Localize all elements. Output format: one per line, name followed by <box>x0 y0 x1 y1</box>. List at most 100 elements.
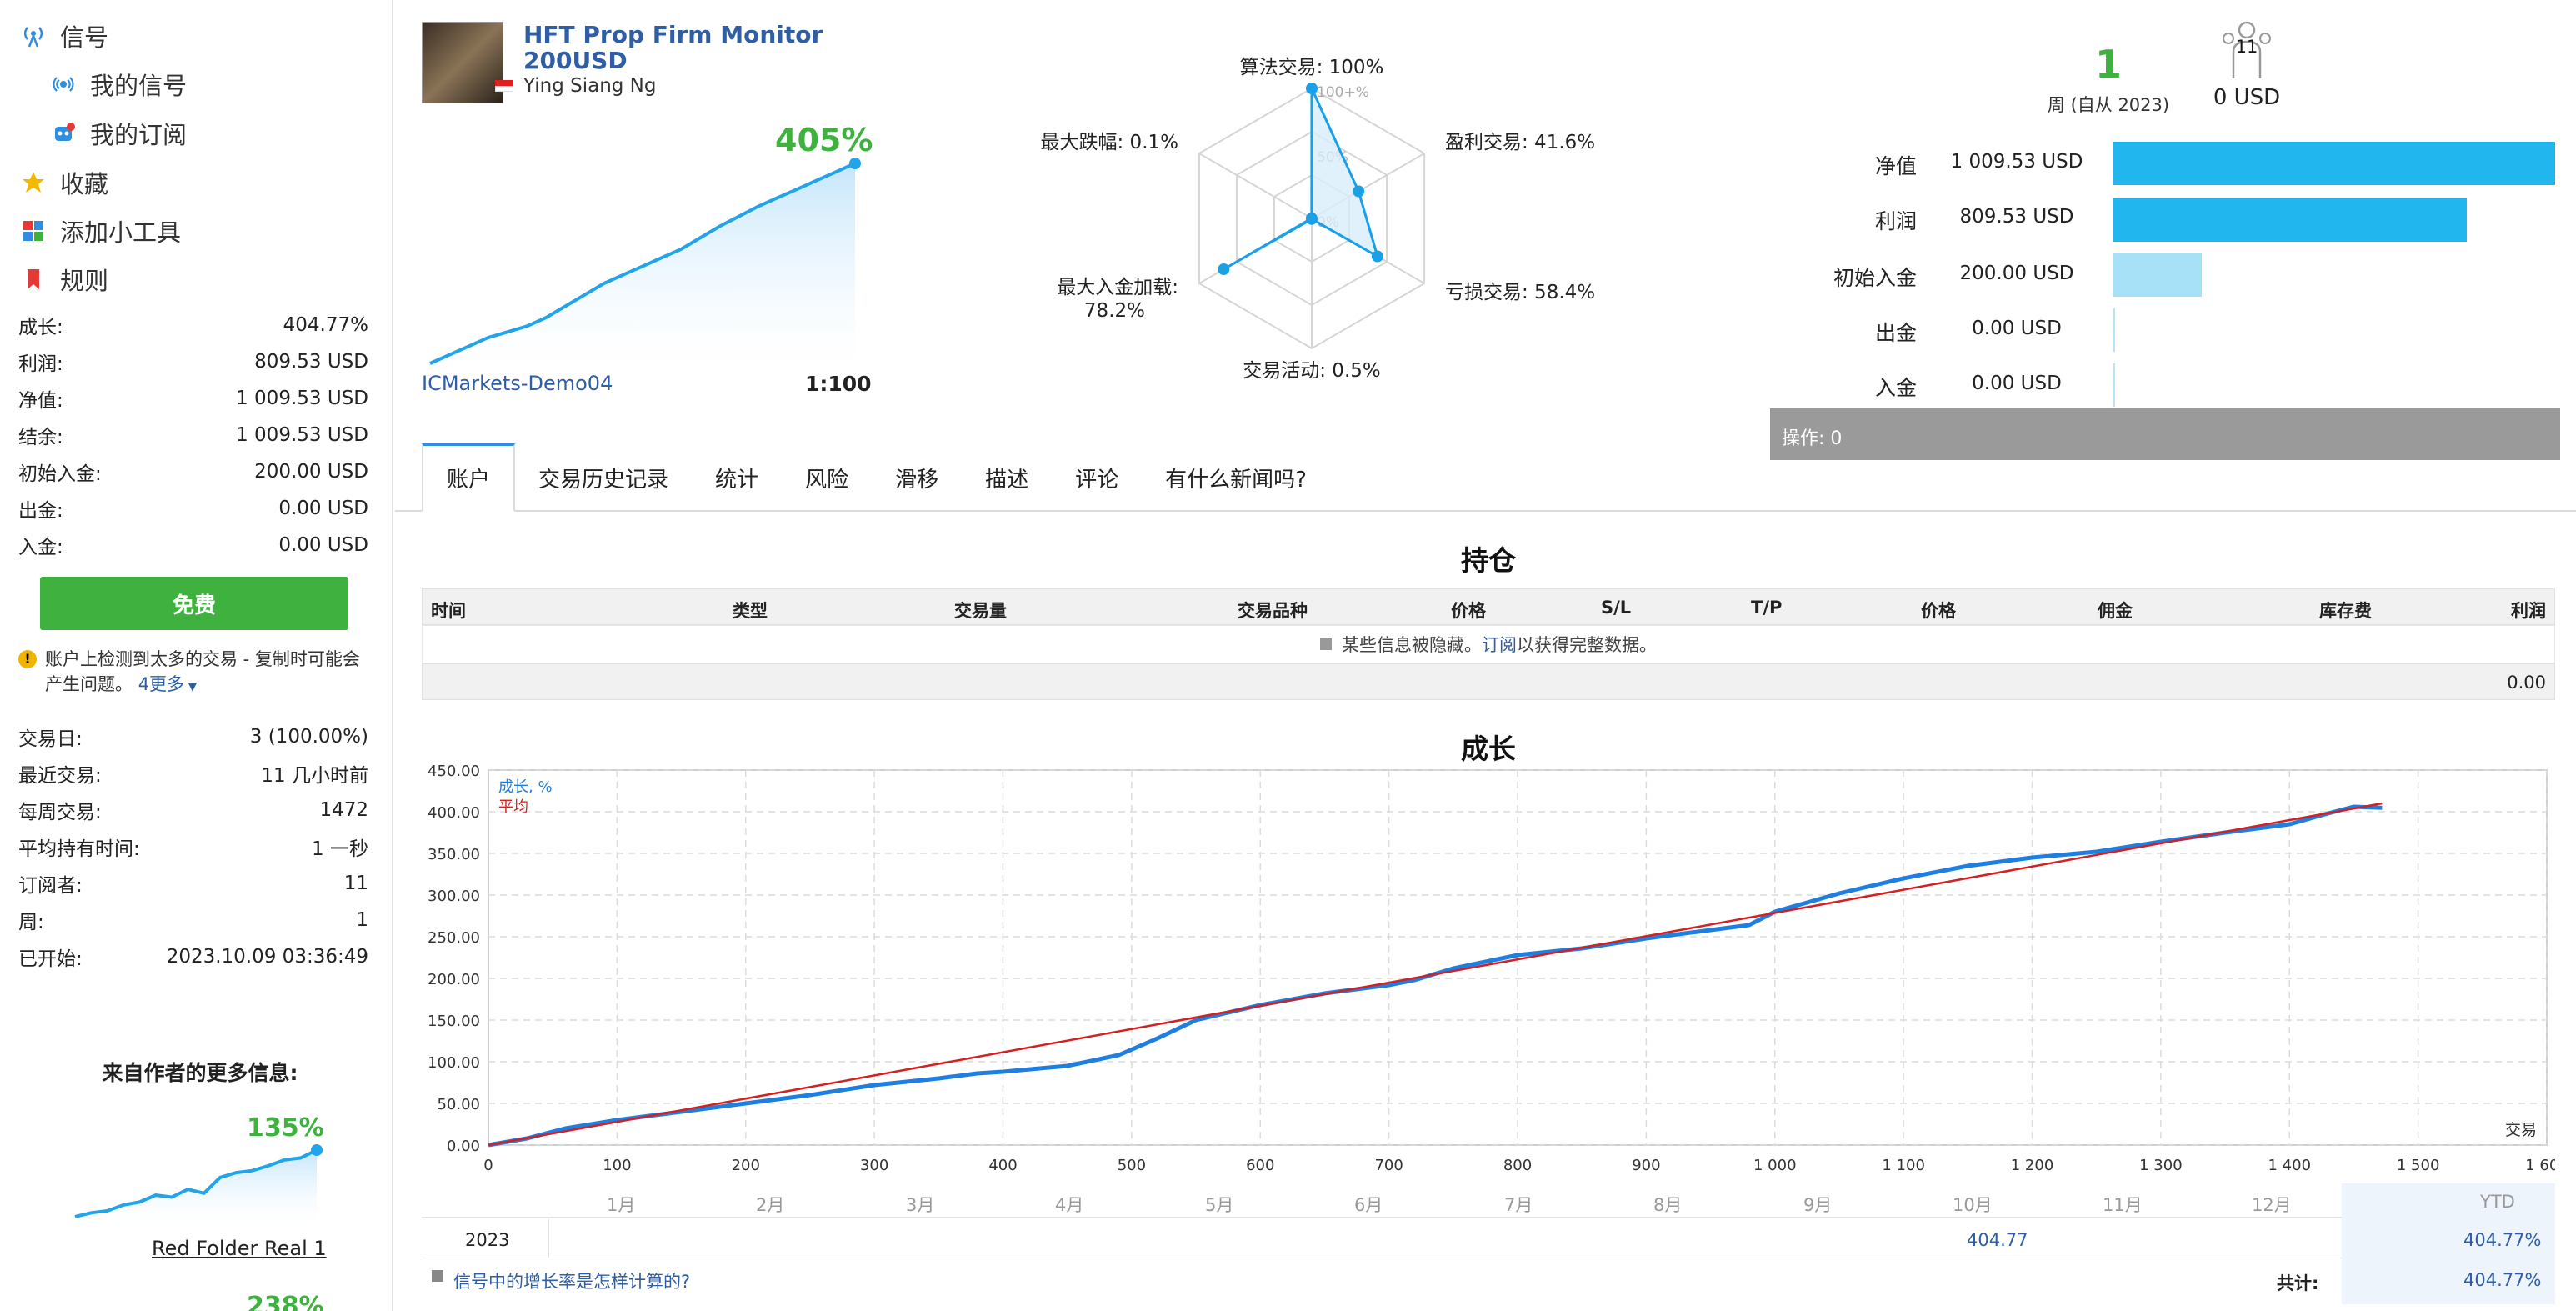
chevron-down-icon[interactable]: ▼ <box>184 680 198 693</box>
y-tick-label: 400.00 <box>428 804 480 822</box>
tab-reviews[interactable]: 评论 <box>1075 467 1119 493</box>
months-row: 1月 2月 3月 4月 5月 6月 7月 8月 9月 10月 11月 12月 <box>547 1183 2555 1218</box>
broker-server[interactable]: ICMarkets-Demo04 <box>422 372 613 395</box>
nav-signals-label: 信号 <box>60 23 109 52</box>
total-value: 404.77% <box>2463 1270 2542 1290</box>
nav-my-signals[interactable]: 我的信号 <box>48 63 187 105</box>
nav-my-subscriptions[interactable]: 我的订阅 <box>48 113 187 154</box>
bar-value-profit: 809.53 USD <box>1959 206 2074 228</box>
bar-value-equity: 1 009.53 USD <box>1950 151 2083 173</box>
other-signal-sparkline <box>74 1144 323 1225</box>
tab-bar: 账户 交易历史记录 统计 风险 滑移 描述 评论 有什么新闻吗? <box>422 443 1330 512</box>
radar-ring-label: 100+% <box>1317 84 1369 101</box>
stat-profit: 利润: 809.53 USD <box>18 351 368 375</box>
weeks-label: 周 (自从 2023) <box>2047 95 2170 115</box>
stat-deposits: 入金: 0.00 USD <box>18 534 368 558</box>
stat-growth: 成长: 404.77% <box>18 314 368 338</box>
col-price: 价格 <box>1451 601 1486 621</box>
stat-subscribers: 订阅者: 11 <box>18 873 368 897</box>
signal-avatar[interactable] <box>422 22 503 103</box>
col-volume: 交易量 <box>954 601 1007 621</box>
radar-axis <box>1198 153 1313 219</box>
stat-latest-trade: 最近交易: 11 几小时前 <box>18 765 368 787</box>
bar-initial-deposit <box>2113 253 2202 297</box>
stat-initial-deposit: 初始入金: 200.00 USD <box>18 461 368 485</box>
signal-author[interactable]: Ying Siang Ng <box>523 75 657 97</box>
signal-title[interactable]: HFT Prop Firm Monitor 200USD <box>523 21 823 74</box>
col-swap: 库存费 <box>2319 601 2372 621</box>
tab-slippage[interactable]: 滑移 <box>895 467 939 493</box>
col-type: 类型 <box>733 601 768 621</box>
radar-label: 交易活动: 0.5% <box>1243 360 1381 382</box>
y-tick-label: 0.00 <box>447 1138 480 1155</box>
warning-note: ! 账户上检测到太多的交易 - 复制时可能会产生问题。 4更多 ▼ <box>18 647 377 699</box>
subscription-robot-icon <box>48 118 78 148</box>
x-tick-label: 1 100 <box>1882 1157 1925 1174</box>
y-tick-label: 50.00 <box>437 1096 480 1113</box>
growth-faq-link[interactable]: 信号中的增长率是怎样计算的? <box>453 1272 691 1292</box>
bar-value-deposits: 0.00 USD <box>1972 373 2062 394</box>
warning-more-link[interactable]: 4更多 <box>138 674 185 694</box>
x-tick-label: 600 <box>1246 1157 1274 1174</box>
year-2023: 2023 <box>465 1230 510 1250</box>
month-label: 11月 <box>2103 1195 2143 1215</box>
stat-withdrawals: 出金: 0.00 USD <box>18 498 368 522</box>
x-tick-label: 0 <box>483 1157 493 1174</box>
legend-entry: 平均 <box>498 798 528 816</box>
subscribe-link[interactable]: 订阅 <box>1482 635 1517 655</box>
ytd-value: 404.77% <box>2463 1230 2542 1250</box>
col-tp: T/P <box>1751 598 1783 618</box>
month-label: 9月 <box>1803 1195 1833 1215</box>
nav-my-subscriptions-label: 我的订阅 <box>90 121 188 149</box>
bar-withdrawals <box>2113 308 2115 352</box>
subscribers-icon: 11 <box>2217 18 2277 82</box>
nav-signals[interactable]: 信号 <box>18 15 108 57</box>
hidden-msg-text-end: 以获得完整数据。 <box>1517 635 1657 655</box>
widget-blocks-icon <box>18 216 48 246</box>
nav-favorites[interactable]: 收藏 <box>18 162 108 203</box>
free-subscribe-button[interactable]: 免费 <box>40 577 348 630</box>
bar-label-initial-deposit: 初始入金 <box>1833 266 1917 290</box>
tab-account[interactable]: 账户 <box>422 443 516 512</box>
other-signal-link[interactable]: Red Folder Real 1 <box>152 1237 327 1260</box>
signal-antenna-icon <box>18 21 48 51</box>
x-tick-label: 1 600 <box>2525 1157 2555 1174</box>
warning-text: 账户上检测到太多的交易 - 复制时可能会产生问题。 <box>45 649 360 694</box>
tab-risks[interactable]: 风险 <box>805 467 849 493</box>
x-tick-label: 200 <box>732 1157 760 1174</box>
col-commission: 佣金 <box>2098 601 2133 621</box>
positions-total: 0.00 <box>2507 673 2546 693</box>
month-label: 12月 <box>2252 1195 2292 1215</box>
month-label: 10月 <box>1953 1195 1993 1215</box>
x-axis-label: 交易 <box>2505 1121 2537 1139</box>
tab-statistics[interactable]: 统计 <box>715 467 759 493</box>
sidebar: 信号 我的信号 我的订阅 收藏 添加小工具 规则 成长: 404.77% 利润: 8… <box>0 0 393 1311</box>
tab-trade-history[interactable]: 交易历史记录 <box>538 467 669 493</box>
x-tick-label: 100 <box>603 1157 631 1174</box>
subscribers-count: 11 <box>2235 37 2258 57</box>
tab-news[interactable]: 有什么新闻吗? <box>1165 467 1307 493</box>
tab-description[interactable]: 描述 <box>985 467 1029 493</box>
x-tick-label: 900 <box>1632 1157 1660 1174</box>
leverage: 1:100 <box>805 372 872 396</box>
x-tick-label: 500 <box>1118 1157 1146 1174</box>
x-tick-label: 1 500 <box>2397 1157 2440 1174</box>
radar-label: 盈利交易: 41.6% <box>1445 132 1595 153</box>
yearly-growth-table: 1月 2月 3月 4月 5月 6月 7月 8月 9月 10月 11月 12月 YTD 2023 404… <box>422 1183 2555 1304</box>
month-label: 8月 <box>1653 1195 1683 1215</box>
nav-add-widget[interactable]: 添加小工具 <box>18 210 181 252</box>
weeks-value: 1 <box>2094 42 2122 87</box>
singapore-flag-icon <box>495 80 513 93</box>
y-tick-label: 300.00 <box>428 888 480 905</box>
other-spark-area <box>75 1150 317 1225</box>
stat-equity: 净值: 1 009.53 USD <box>18 388 368 412</box>
oct-growth: 404.77 <box>1967 1230 2028 1250</box>
month-label: 7月 <box>1504 1195 1533 1215</box>
radar-label: 最大跌幅: 0.1% <box>1041 132 1179 153</box>
tabs-underline <box>395 510 2576 512</box>
warning-icon: ! <box>18 650 37 668</box>
nav-rules[interactable]: 规则 <box>18 258 108 300</box>
radar-point <box>1353 185 1365 198</box>
radar-point <box>1306 83 1318 94</box>
x-tick-label: 1 300 <box>2139 1157 2183 1174</box>
